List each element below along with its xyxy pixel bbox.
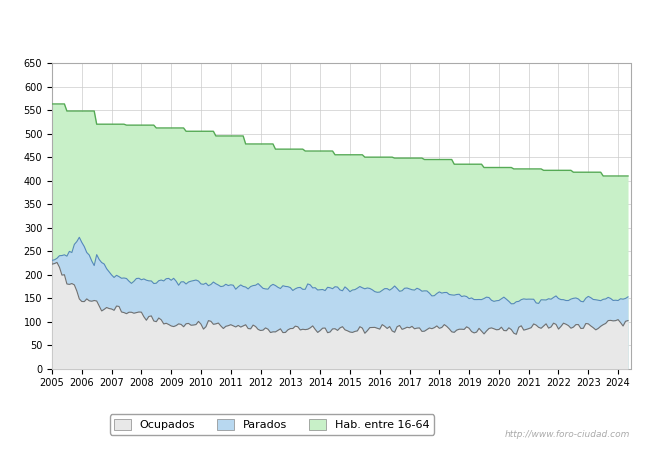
Text: Benilloba - Evolucion de la poblacion en edad de Trabajar Mayo de 2024: Benilloba - Evolucion de la poblacion en… — [55, 21, 595, 33]
Text: http://www.foro-ciudad.com: http://www.foro-ciudad.com — [505, 430, 630, 439]
Legend: Ocupados, Parados, Hab. entre 16-64: Ocupados, Parados, Hab. entre 16-64 — [110, 414, 434, 435]
